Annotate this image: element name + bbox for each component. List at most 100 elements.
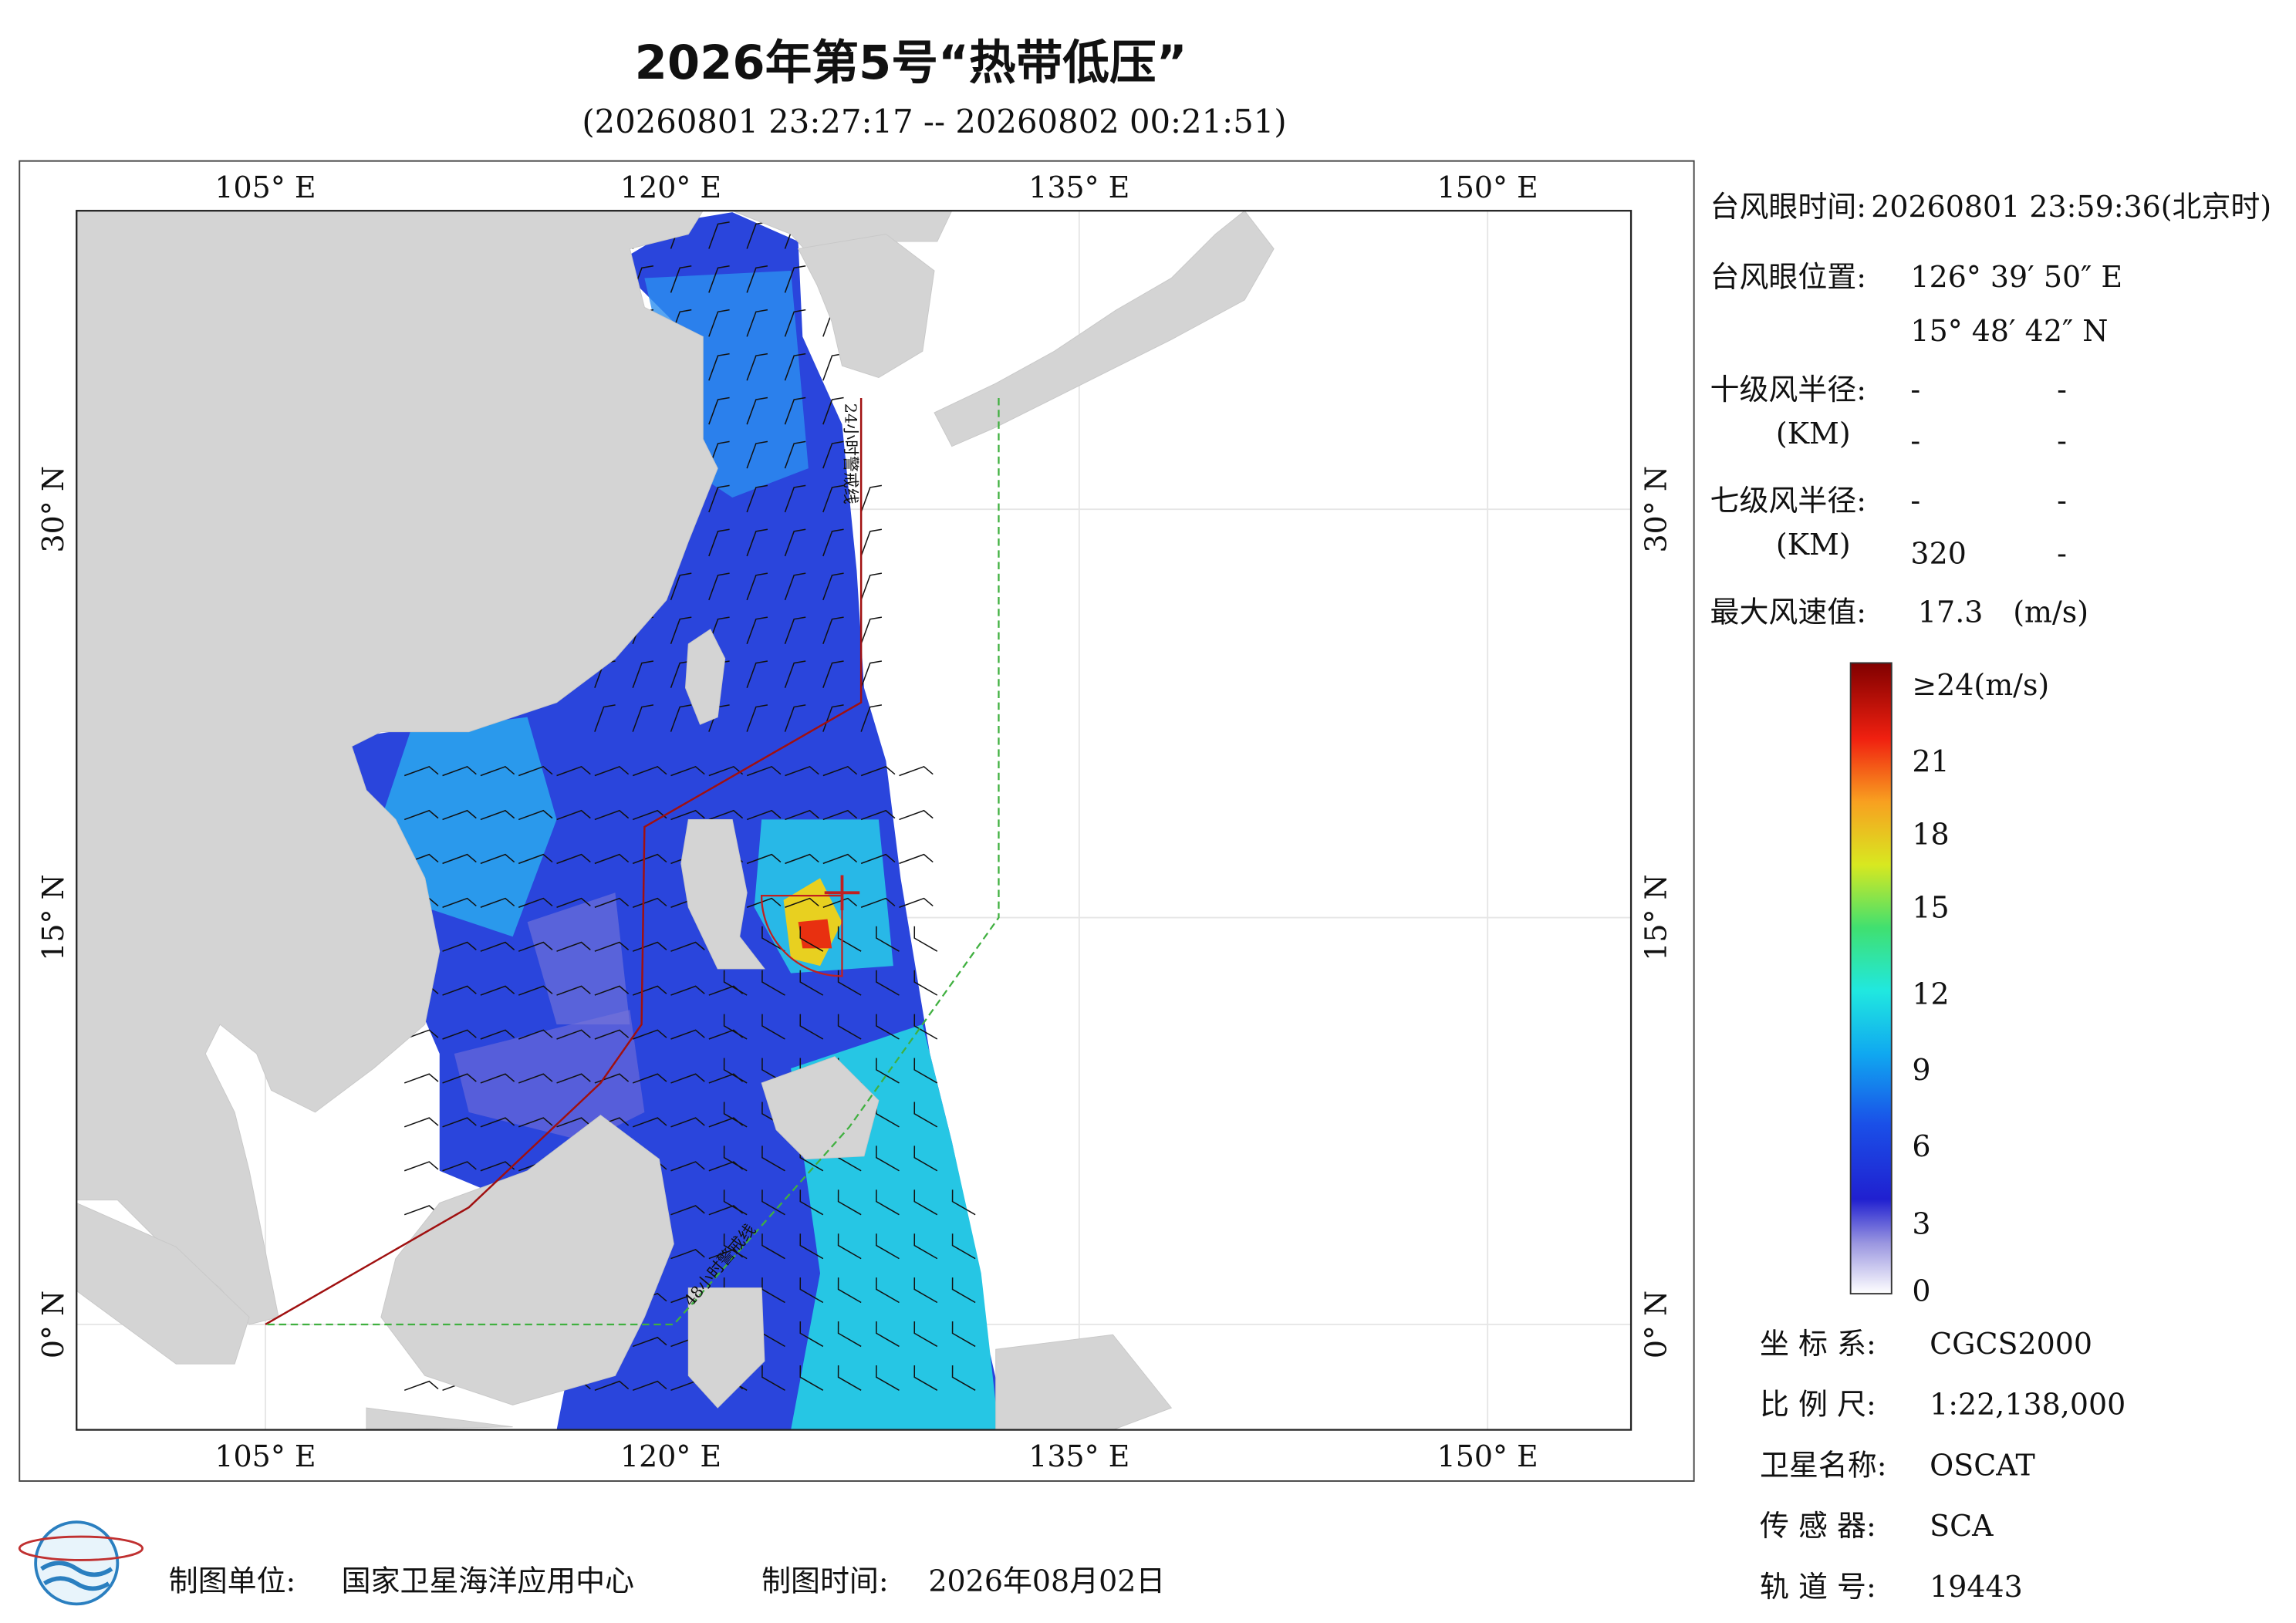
- wind-barb: [784, 704, 806, 732]
- logo-orbit: [18, 1535, 144, 1561]
- wind-barb: [442, 985, 477, 996]
- wind-barb: [670, 1205, 705, 1216]
- lat-label: 0° N: [1639, 1291, 1673, 1358]
- info-value: -: [2057, 423, 2067, 457]
- wind-barb: [951, 1189, 976, 1216]
- wind-barb: [860, 765, 896, 777]
- info-value: -: [2057, 484, 2067, 518]
- lat-label: 0° N: [36, 1291, 70, 1358]
- wind-barb: [746, 353, 768, 381]
- wind-barb: [746, 704, 768, 732]
- wind-barb: [594, 809, 630, 821]
- colorbar-label: 0: [1912, 1274, 1930, 1308]
- wind-barb: [670, 265, 692, 293]
- colorbar-label: 12: [1912, 977, 1949, 1011]
- wind-barb: [480, 1073, 515, 1084]
- wind-barb: [913, 1321, 938, 1348]
- wind-barb: [594, 985, 630, 996]
- wind-barb: [518, 765, 553, 777]
- wind-barb: [746, 265, 768, 293]
- wind-barb: [442, 1161, 477, 1172]
- land: [76, 1202, 250, 1365]
- wind-barb: [632, 985, 667, 996]
- info-label: 十级风半径:: [1710, 373, 1866, 407]
- wind-barb: [837, 1014, 862, 1040]
- wind-barb: [784, 309, 806, 337]
- wind-barb: [442, 853, 477, 865]
- wind-barb: [632, 765, 667, 777]
- wind-barb: [746, 853, 782, 865]
- wind-barb: [837, 1277, 862, 1304]
- info-label: 最大风速值:: [1710, 595, 1866, 629]
- land: [380, 1115, 674, 1405]
- info-value: -: [2057, 536, 2067, 570]
- lon-label: 105° E: [214, 170, 316, 204]
- wind-barb: [442, 765, 477, 777]
- wind-barb: [518, 985, 553, 996]
- meta-panel: 坐 标 系: CGCS2000 比 例 尺: 1:22,138,000 卫星名称: OSC…: [1760, 1327, 2125, 1604]
- wind-barb: [723, 1102, 748, 1128]
- wind-barb: [822, 765, 858, 777]
- wind-barb: [876, 1233, 900, 1260]
- colorbar-labels: ≥24(m/s) 21 18 15 12 9 6 3 0: [1912, 668, 2049, 1308]
- land: [761, 1056, 880, 1160]
- wind-barb: [556, 1029, 591, 1040]
- wind-barb: [632, 660, 654, 688]
- wind-barb: [632, 704, 654, 732]
- wind-barb: [708, 265, 730, 293]
- colorbar-label: 9: [1912, 1053, 1930, 1087]
- wind-barb: [442, 897, 477, 908]
- footer-value: 国家卫星海洋应用中心: [342, 1564, 634, 1598]
- wind-barb: [913, 1189, 938, 1216]
- wind-barb: [746, 572, 768, 601]
- wind-barb: [799, 1277, 824, 1304]
- wind-radius-sector: [760, 894, 843, 977]
- wind-barb: [784, 484, 806, 513]
- wind-barb: [785, 809, 819, 821]
- logo: [18, 1520, 144, 1606]
- wind-barb: [913, 1014, 938, 1040]
- wind-barb: [708, 484, 730, 513]
- wind-barb: [403, 1029, 439, 1040]
- lon-label: 150° E: [1437, 1439, 1538, 1473]
- wind-barb: [480, 1117, 515, 1128]
- info-panel: 台风眼时间: 20260801 23:59:36(北京时) 台风眼位置: 126…: [1710, 190, 2272, 629]
- wind-barb: [518, 1073, 553, 1084]
- wind-barb: [799, 1365, 824, 1392]
- wind-barb: [913, 1365, 938, 1392]
- wind-barb: [799, 1189, 824, 1216]
- wind-barb: [480, 853, 515, 865]
- wind-barb: [860, 660, 883, 688]
- lon-label: 135° E: [1028, 1439, 1129, 1473]
- footer-label: 制图单位:: [169, 1564, 296, 1598]
- wind-barb: [913, 1146, 938, 1172]
- info-value: -: [1910, 423, 1920, 457]
- warning-line-48h: [265, 398, 1000, 1326]
- wind-barb: [784, 353, 806, 381]
- wind-barb: [822, 853, 858, 865]
- wind-barb: [899, 853, 934, 865]
- wind-barb: [723, 1233, 748, 1260]
- wind-barb: [442, 941, 477, 952]
- wind-barb: [632, 941, 667, 952]
- wind-barb: [876, 1014, 900, 1040]
- wind-barb: [708, 309, 730, 337]
- lon-label: 150° E: [1437, 170, 1538, 204]
- wind-barb: [822, 572, 844, 601]
- wind-barb: [784, 440, 806, 469]
- wind-barb: [556, 897, 591, 908]
- wind-barb: [480, 985, 515, 996]
- meta-value: CGCS2000: [1930, 1327, 2092, 1361]
- meta-value: 19443: [1930, 1570, 2023, 1604]
- wind-barb: [594, 853, 630, 865]
- wind-barb: [799, 1014, 824, 1040]
- wind-swath: [798, 919, 832, 949]
- wind-barb: [761, 1277, 785, 1304]
- wind-barb: [913, 1233, 938, 1260]
- colorbar-label: 18: [1912, 818, 1949, 852]
- wind-barb: [822, 616, 844, 645]
- wind-barb: [913, 926, 938, 952]
- wind-barb: [746, 309, 768, 337]
- wind-barb: [670, 616, 692, 645]
- wind-barb: [860, 809, 896, 821]
